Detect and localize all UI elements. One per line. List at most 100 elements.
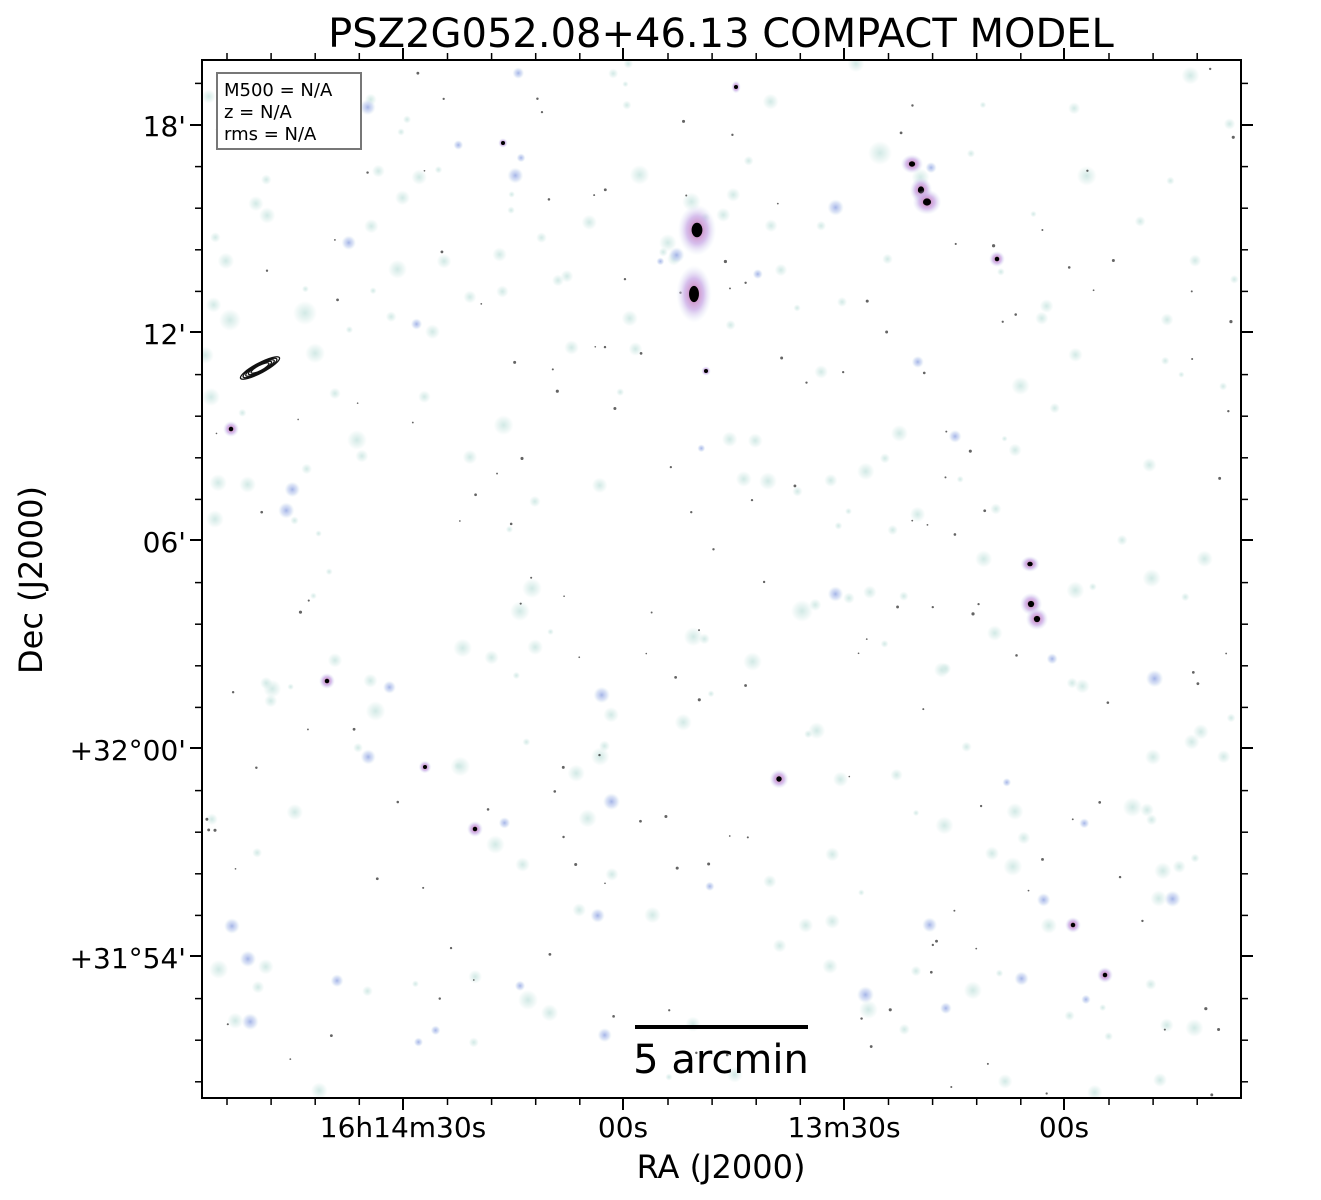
plot-frame <box>201 59 1242 1099</box>
faint-source <box>603 707 619 723</box>
faint-source <box>1008 443 1022 457</box>
faint-source <box>856 462 875 481</box>
blue-source <box>656 257 665 266</box>
noise-speck <box>729 287 731 290</box>
faint-source <box>898 1023 910 1035</box>
faint-source <box>369 287 377 295</box>
bright-source-core <box>908 161 916 167</box>
noise-speck <box>1098 801 1102 804</box>
noise-speck <box>712 548 715 551</box>
faint-source <box>1039 299 1054 313</box>
blue-source <box>697 444 706 453</box>
faint-source <box>315 530 322 537</box>
blue-source <box>453 140 464 150</box>
noise-speck <box>1196 682 1200 686</box>
faint-source <box>1160 313 1174 327</box>
faint-source <box>1017 831 1031 845</box>
noise-speck <box>842 370 845 374</box>
faint-source <box>239 476 256 493</box>
faint-source <box>899 591 909 601</box>
noise-speck <box>396 800 400 804</box>
blue-source <box>948 429 962 443</box>
faint-source <box>716 207 731 223</box>
faint-source <box>616 388 625 396</box>
axis-ticks <box>190 48 1253 1110</box>
faint-source <box>845 507 852 515</box>
noise-speck <box>1041 857 1044 861</box>
noise-speck <box>260 510 264 514</box>
noise-speck <box>971 612 975 616</box>
faint-source <box>956 475 964 483</box>
noise-speck <box>551 368 554 371</box>
y-tick-label-2: 12' <box>143 318 186 351</box>
noise-speck <box>289 1058 292 1060</box>
faint-source <box>763 874 777 889</box>
faint-source <box>1142 568 1161 588</box>
noise-speck <box>234 867 237 870</box>
faint-source <box>1181 66 1200 85</box>
noise-speck <box>954 242 957 246</box>
faint-source <box>347 430 367 450</box>
noise-speck <box>885 330 889 334</box>
faint-source <box>825 847 840 862</box>
faint-source <box>879 453 891 464</box>
noise-speck <box>1001 320 1004 323</box>
bright-source-core <box>734 85 738 89</box>
faint-source <box>496 285 509 298</box>
noise-speck <box>563 595 565 598</box>
noise-speck <box>530 576 533 579</box>
faint-source <box>935 816 954 835</box>
info-rms: rms = N/A <box>224 124 317 145</box>
noise-speck <box>968 449 972 453</box>
faint-source <box>468 969 483 984</box>
faint-source <box>522 738 531 746</box>
faint-source <box>1219 382 1228 391</box>
noise-speck <box>1106 701 1110 704</box>
faint-source <box>764 219 778 233</box>
blue-source <box>668 247 685 264</box>
faint-source <box>961 741 972 753</box>
noise-speck <box>983 509 987 513</box>
noise-speck <box>1227 409 1230 413</box>
faint-source <box>397 128 405 136</box>
bright-source-core <box>704 369 708 373</box>
blue-source <box>827 586 844 602</box>
faint-source <box>1068 347 1083 362</box>
noise-speck <box>860 1017 863 1020</box>
noise-speck <box>639 352 643 355</box>
noise-speck <box>944 476 947 479</box>
faint-source <box>1150 890 1167 907</box>
faint-source <box>305 343 326 364</box>
noise-speck <box>899 131 903 135</box>
faint-source <box>808 722 826 740</box>
blue-source <box>360 749 376 765</box>
faint-source <box>1181 592 1190 602</box>
bright-source-core <box>691 222 703 238</box>
noise-speck <box>865 638 868 640</box>
faint-source <box>394 190 410 206</box>
noise-speck <box>1071 818 1074 821</box>
faint-source <box>512 671 521 680</box>
noise-speck <box>480 303 483 305</box>
faint-source <box>721 431 738 447</box>
faint-source <box>605 867 619 881</box>
noise-speck <box>675 866 679 870</box>
faint-source <box>822 958 838 974</box>
faint-source <box>329 387 341 400</box>
faint-source <box>547 628 554 636</box>
noise-speck <box>1231 135 1235 139</box>
faint-source <box>608 68 619 79</box>
faint-source <box>209 959 229 979</box>
noise-speck <box>668 1009 671 1012</box>
noise-speck <box>329 1034 333 1038</box>
noise-speck <box>793 484 797 488</box>
blue-source <box>705 881 715 892</box>
faint-source <box>259 207 276 224</box>
faint-source <box>591 477 608 494</box>
faint-source <box>747 433 763 449</box>
faint-source <box>1011 376 1030 396</box>
x-tick-label-2: 00s <box>598 1111 648 1144</box>
blue-source <box>284 481 301 498</box>
faint-source <box>1142 457 1157 473</box>
noise-speck <box>509 522 513 526</box>
